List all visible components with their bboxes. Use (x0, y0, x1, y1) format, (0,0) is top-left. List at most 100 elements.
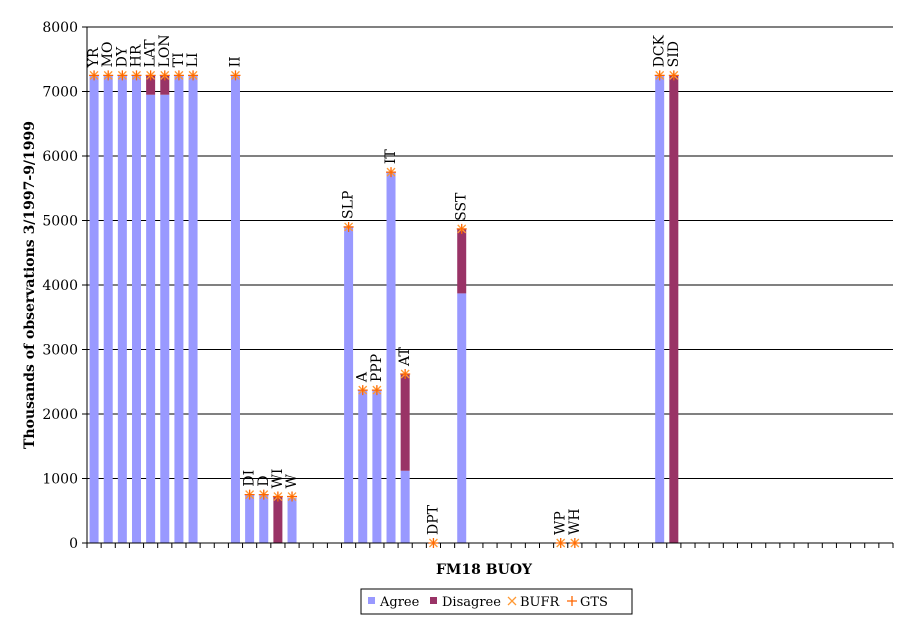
bar-agree (386, 172, 396, 543)
data-label: A (355, 371, 371, 383)
y-tick-label: 0 (69, 536, 78, 552)
bar-agree (287, 497, 297, 543)
data-label: WH (567, 508, 583, 535)
marker-gts (244, 489, 255, 500)
marker-gts (654, 70, 665, 81)
data-label: LAT (143, 39, 159, 68)
bar-agree (117, 75, 127, 543)
bar-agree (400, 470, 410, 543)
legend-marker (567, 596, 577, 606)
marker-gts (555, 538, 566, 548)
marker-gts (230, 70, 241, 81)
marker-gts (272, 491, 283, 502)
y-tick-label: 1000 (42, 472, 78, 488)
data-label: WI (270, 469, 286, 489)
data-label: D (256, 475, 272, 486)
y-tick-label: 4000 (42, 278, 78, 294)
data-label: HR (128, 44, 144, 67)
bar-agree (188, 75, 198, 543)
bar-agree (655, 75, 665, 543)
marker-gts (258, 489, 269, 500)
bar-disagree (273, 496, 283, 543)
bar-agree (89, 75, 99, 543)
marker-gts (456, 223, 467, 234)
data-label: MO (100, 42, 116, 68)
y-tick-label: 3000 (42, 343, 78, 359)
marker-gts (188, 70, 199, 81)
y-tick-label: 7000 (42, 85, 78, 101)
marker-gts (145, 70, 156, 81)
data-label: DCK (652, 34, 668, 67)
data-label: W (284, 474, 300, 489)
bar-agree (146, 94, 156, 543)
legend-swatch (430, 597, 437, 604)
bar-disagree (146, 75, 156, 95)
bar-agree (131, 75, 141, 543)
marker-gts (117, 70, 128, 81)
bar-agree (344, 226, 354, 543)
marker-gts (173, 70, 184, 81)
legend-label: Disagree (442, 595, 501, 610)
bar-agree (457, 293, 467, 543)
marker-gts (668, 70, 679, 81)
marker-gts (159, 70, 170, 81)
bars (89, 75, 679, 543)
y-axis-label: Thousands of observations 3/1997-9/1999 (22, 121, 38, 449)
bar-disagree (400, 374, 410, 471)
y-tick-label: 5000 (42, 214, 78, 230)
bar-agree (103, 75, 113, 543)
data-label: DI (242, 470, 258, 487)
marker-gts (371, 385, 382, 396)
data-label: WP (553, 511, 569, 535)
legend-label: Agree (379, 595, 420, 610)
data-label: SID (666, 41, 682, 67)
bar-agree (259, 494, 269, 543)
bar-disagree (160, 75, 170, 95)
bar-disagree (457, 228, 467, 294)
marker-gts (386, 167, 397, 178)
legend: Agree Disagree BUFR GTS (360, 588, 633, 615)
legend-box (360, 588, 633, 615)
legend-marker (507, 596, 517, 606)
data-label: LON (157, 34, 173, 67)
x-axis-label: FM18 BUOY (436, 562, 533, 578)
data-label: AT (397, 347, 413, 367)
y-tick-label: 8000 (42, 20, 78, 36)
bar-disagree (669, 75, 679, 543)
bar-agree (372, 390, 382, 543)
data-label: TI (171, 53, 187, 68)
data-label: DPT (425, 504, 441, 535)
marker-gts (131, 70, 142, 81)
bar-agree (160, 94, 170, 543)
marker-gts (400, 369, 411, 380)
data-label: PPP (369, 354, 385, 382)
marker-gts (103, 70, 114, 81)
marker-gts (343, 221, 354, 232)
data-label: LI (185, 53, 201, 68)
legend-label: BUFR (520, 595, 561, 610)
y-tick-label: 6000 (42, 149, 78, 165)
bar-agree (230, 75, 240, 543)
bar-agree (174, 75, 184, 543)
bar-agree (245, 494, 255, 543)
data-label: SST (454, 192, 470, 221)
gridlines (87, 26, 893, 479)
data-label: YR (86, 47, 102, 68)
markers (89, 70, 679, 548)
axes: 0 1000 2000 3000 4000 5000 6000 7000 8000 (42, 20, 894, 552)
data-label: II (227, 56, 243, 67)
marker-gts (89, 70, 100, 81)
legend-swatch (368, 597, 375, 604)
bar-agree (358, 390, 368, 543)
legend-label: GTS (580, 595, 608, 610)
y-tick-label: 2000 (42, 407, 78, 423)
marker-gts (428, 538, 439, 548)
marker-gts (569, 538, 580, 548)
data-label: IT (383, 149, 399, 165)
marker-gts (357, 385, 368, 396)
marker-gts (287, 491, 298, 502)
data-label: SLP (341, 191, 357, 219)
data-label: DY (114, 46, 130, 67)
